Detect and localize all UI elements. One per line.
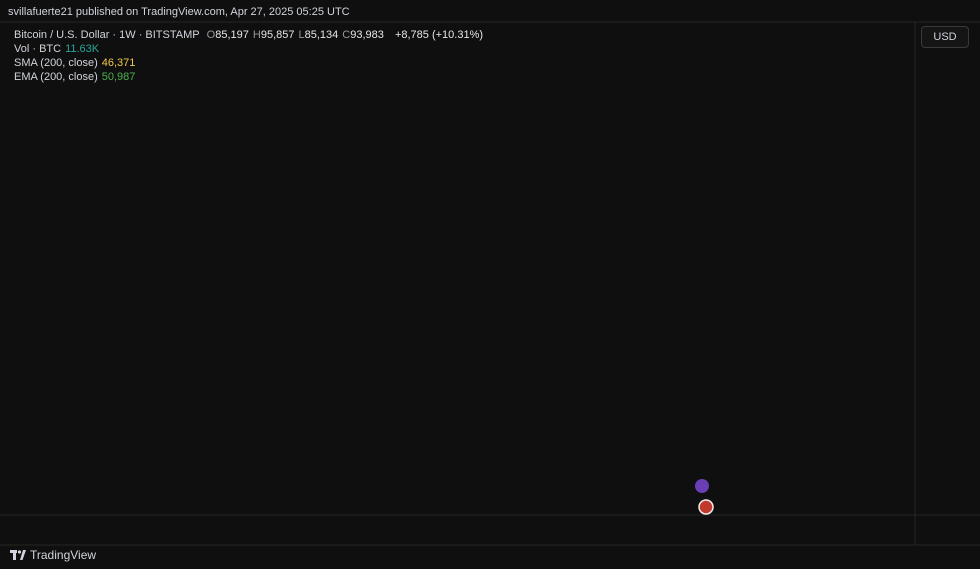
- header: svillafuerte21 published on TradingView.…: [8, 6, 350, 18]
- legend: Bitcoin / U.S. Dollar · 1W · BITSTAMP O8…: [14, 28, 487, 84]
- event-icon: [695, 479, 709, 493]
- legend-main: Bitcoin / U.S. Dollar · 1W · BITSTAMP O8…: [14, 28, 487, 42]
- sma-name: SMA (200, close): [14, 57, 98, 69]
- symbol: Bitcoin / U.S. Dollar · 1W · BITSTAMP: [14, 29, 200, 41]
- ohlc-value: 85,197: [215, 29, 249, 41]
- ohlc-value: 93,983: [350, 29, 384, 41]
- logo: [10, 550, 26, 560]
- ema-name: EMA (200, close): [14, 71, 98, 83]
- brand: TradingView: [30, 548, 97, 562]
- legend-volume: Vol · BTC 11.63K: [14, 42, 487, 56]
- legend-sma: SMA (200, close) 46,371: [14, 56, 487, 70]
- ema-value: 50,987: [101, 71, 136, 83]
- legend-ema: EMA (200, close) 50,987: [14, 70, 487, 84]
- ohlc-key: H: [252, 29, 261, 41]
- change: +8,785 (+10.31%): [394, 29, 484, 41]
- ohlc: O85,197 H95,857 L85,134 C93,983: [207, 29, 388, 41]
- ohlc-value: 85,134: [304, 29, 339, 41]
- ohlc-key: O: [206, 29, 216, 41]
- ohlc-key: C: [342, 29, 351, 41]
- event-icons: [695, 479, 714, 515]
- volume-name: Vol · BTC: [14, 43, 62, 55]
- footer: TradingView: [10, 548, 96, 562]
- event-icon: [698, 499, 714, 515]
- ohlc-value: 95,857: [260, 29, 295, 41]
- ohlc-key: L: [298, 29, 305, 41]
- volume-value: 11.63K: [65, 43, 100, 55]
- currency-button[interactable]: USD: [921, 26, 969, 48]
- sma-value: 46,371: [101, 57, 136, 69]
